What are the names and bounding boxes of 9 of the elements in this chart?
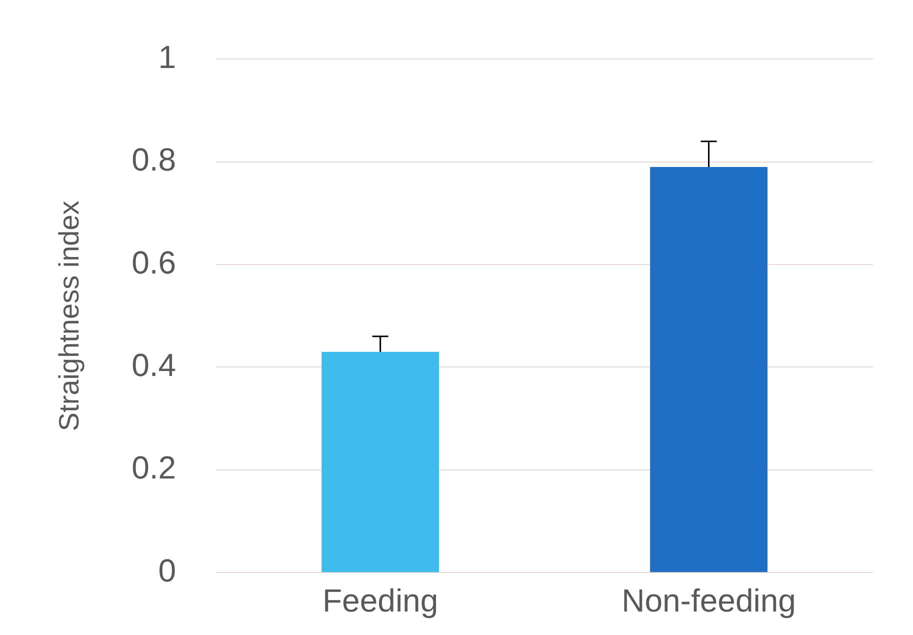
y-tick-label: 0 <box>158 552 176 588</box>
x-tick-label: Non-feeding <box>622 582 796 619</box>
y-tick-label: 0.2 <box>132 450 176 486</box>
y-tick-label: 0.8 <box>132 142 176 178</box>
y-axis-title: Straightness index <box>54 200 85 432</box>
y-tick-label: 0.6 <box>132 244 176 280</box>
x-tick-label: Feeding <box>322 582 438 619</box>
y-tick-label: 1 <box>158 39 176 76</box>
y-tick-label: 0.4 <box>132 347 176 384</box>
